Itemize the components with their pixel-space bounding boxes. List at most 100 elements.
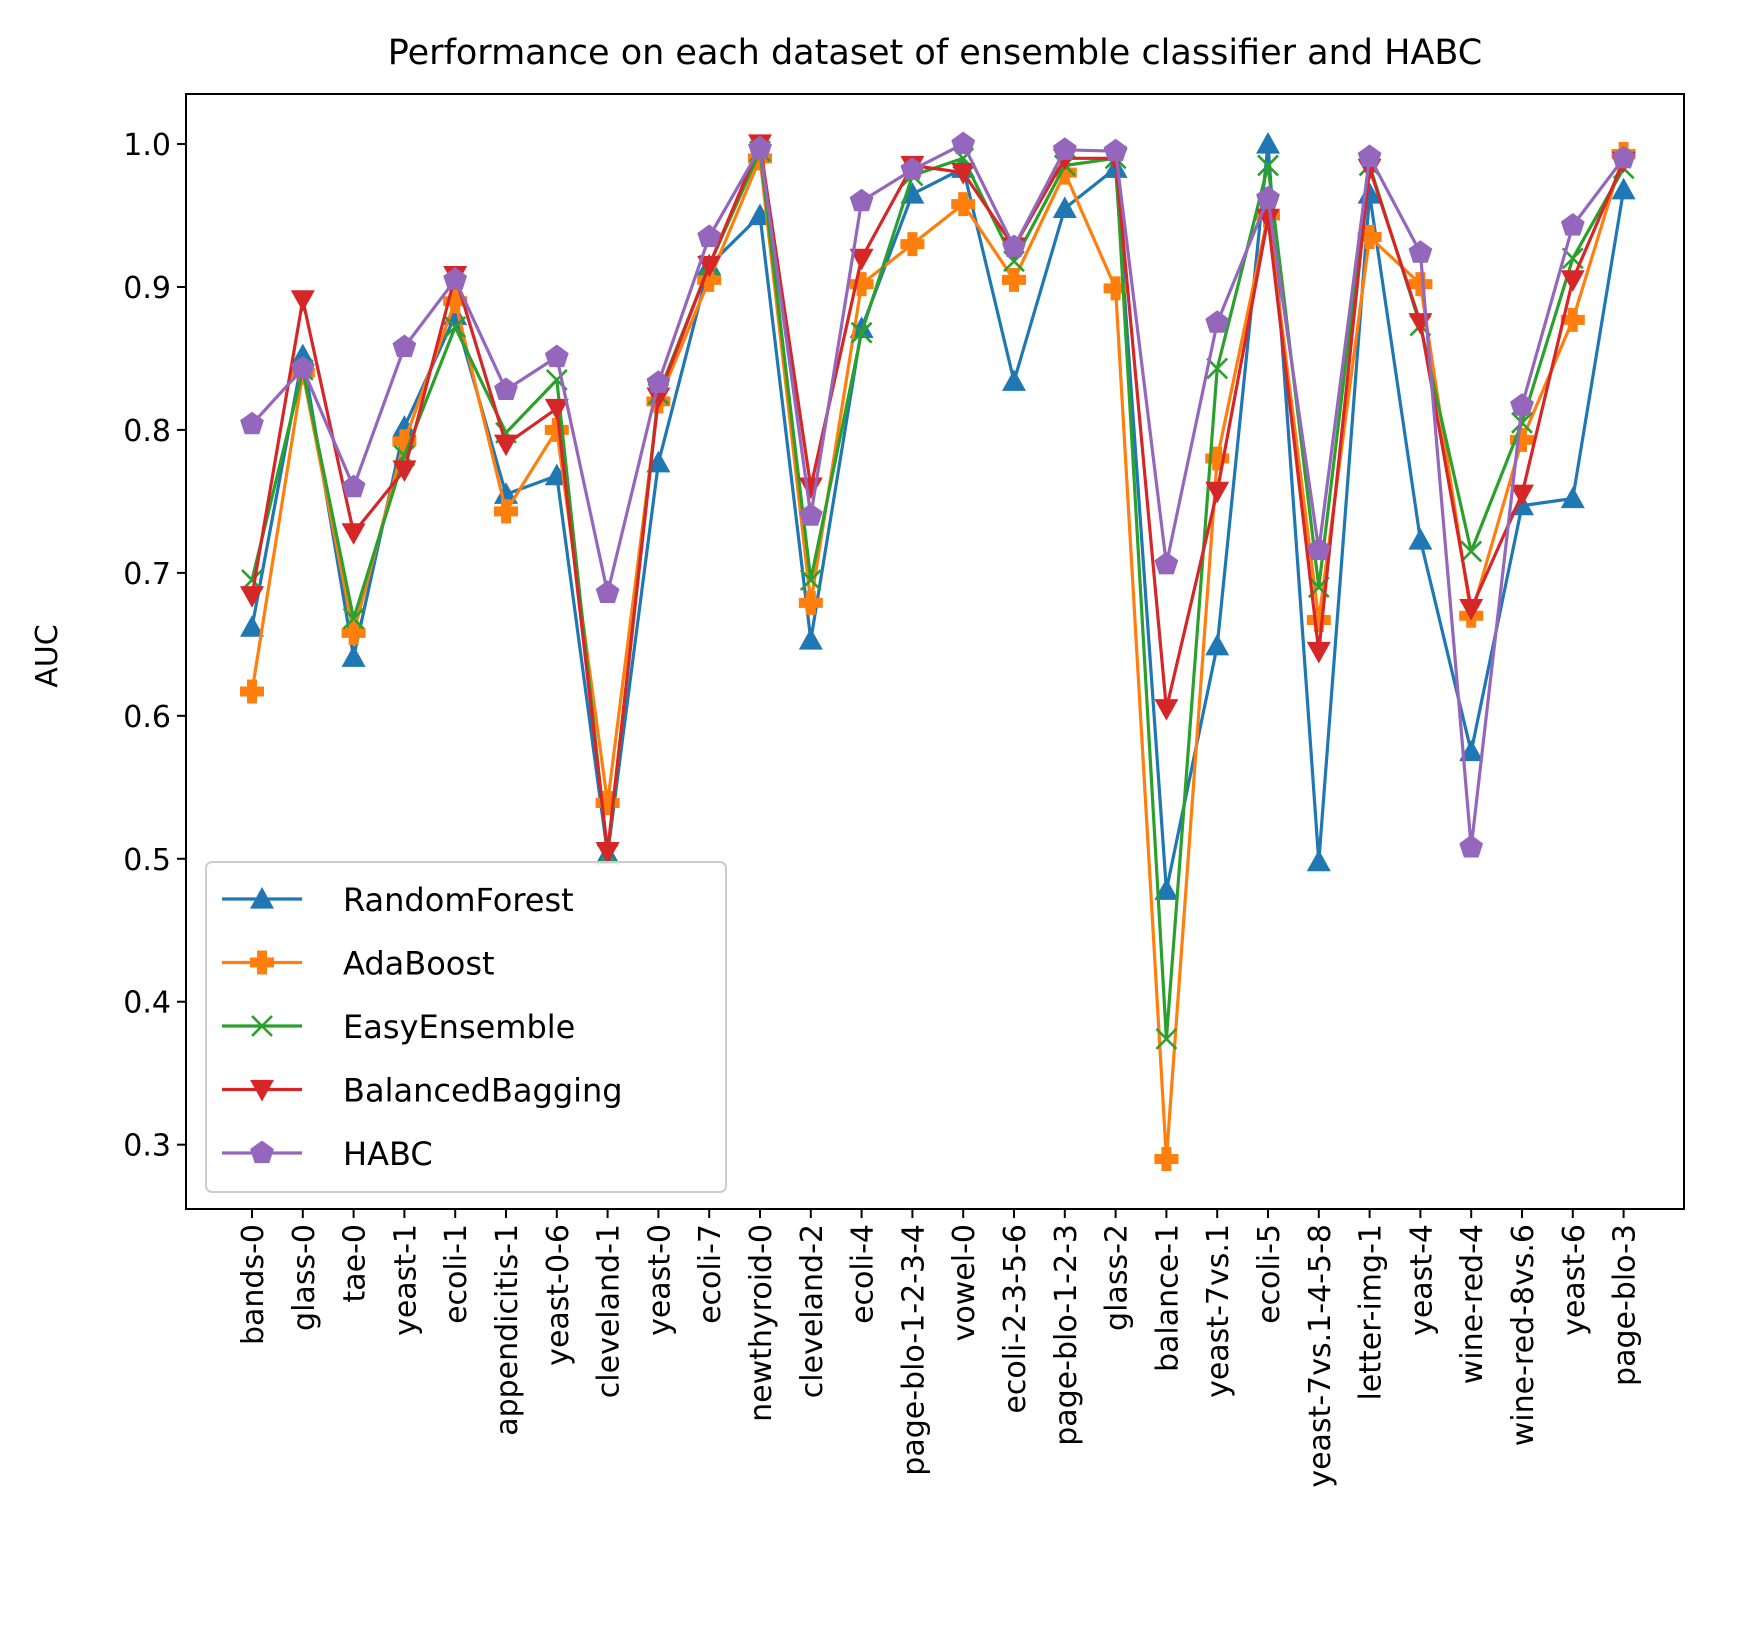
- x-tick-label: ecoli-1: [439, 1224, 474, 1324]
- series-line-balancedbagging: [250, 142, 1626, 854]
- data-point: [849, 316, 874, 339]
- data-point: [697, 267, 722, 292]
- data-point: [1408, 240, 1433, 263]
- data-point: [290, 343, 315, 366]
- legend-box: [205, 861, 727, 1193]
- axes-frame: [185, 93, 1685, 1210]
- legend-label: EasyEnsemble: [343, 1008, 575, 1046]
- x-tick-label: wine-red-8vs.6: [1506, 1224, 1541, 1446]
- data-point: [1154, 551, 1179, 575]
- data-point: [1357, 144, 1382, 167]
- y-tick-label: 0.6: [123, 700, 171, 735]
- x-tick-label: glass-0: [287, 1224, 322, 1331]
- legend-label: HABC: [343, 1135, 433, 1173]
- x-tick-label: tae-0: [338, 1224, 373, 1303]
- data-point: [342, 607, 365, 630]
- data-point: [544, 398, 569, 421]
- data-point: [1205, 446, 1230, 471]
- data-point: [240, 615, 264, 637]
- legend-label: BalancedBagging: [343, 1072, 623, 1110]
- x-tick-label: letter-img-1: [1354, 1224, 1389, 1401]
- data-point: [1002, 234, 1026, 258]
- x-tick-label: page-blo-1-2-3: [1049, 1224, 1084, 1446]
- data-point: [1306, 537, 1331, 561]
- data-point: [1357, 224, 1382, 249]
- x-tick-label: vowel-0: [947, 1224, 982, 1341]
- data-point: [849, 248, 874, 271]
- data-point: [1002, 369, 1026, 391]
- data-point: [1510, 393, 1534, 416]
- y-tick-label: 0.3: [123, 1129, 171, 1164]
- x-tick-label: yeast-0: [642, 1224, 677, 1336]
- data-point: [595, 580, 620, 603]
- data-point: [341, 620, 366, 645]
- y-tick-label: 0.9: [123, 271, 171, 306]
- legend-marker: [250, 1140, 274, 1164]
- x-tick-label: yeast-7vs.1-4-5-8: [1303, 1224, 1338, 1488]
- data-point: [240, 679, 264, 704]
- data-point: [748, 135, 772, 159]
- data-point: [392, 415, 417, 437]
- data-point: [341, 645, 366, 667]
- data-point: [1154, 699, 1179, 721]
- data-point: [1205, 633, 1230, 656]
- legend: RandomForest AdaBoost EasyEnsemble Balanced…: [205, 861, 727, 1193]
- data-point: [1510, 427, 1534, 452]
- data-point: [1103, 276, 1128, 301]
- data-point: [1002, 267, 1026, 292]
- plot-area: [240, 131, 1636, 1171]
- x-tick-label: cleveland-1: [592, 1224, 627, 1398]
- data-point: [849, 188, 874, 212]
- data-point: [240, 411, 264, 435]
- data-point: [392, 429, 417, 454]
- data-point: [1205, 481, 1230, 504]
- data-point: [1306, 849, 1331, 872]
- data-point: [1306, 641, 1331, 664]
- legend-item: AdaBoost: [222, 945, 495, 983]
- x-tick-label: page-blo-3: [1608, 1224, 1643, 1386]
- data-point: [1257, 154, 1279, 177]
- x-tick-label: ecoli-2-3-5-6: [998, 1224, 1033, 1414]
- data-point: [240, 586, 264, 608]
- x-tick-label: ecoli-4: [846, 1224, 881, 1324]
- data-point: [1052, 137, 1077, 160]
- y-tick-label: 1.0: [123, 128, 171, 163]
- legend-item: EasyEnsemble: [222, 1008, 575, 1046]
- data-point: [341, 474, 366, 498]
- data-point: [697, 255, 722, 278]
- x-tick-label: glass-2: [1100, 1224, 1135, 1331]
- data-point: [1560, 270, 1585, 292]
- x-tick-label: ecoli-7: [693, 1224, 728, 1324]
- data-point: [1460, 540, 1483, 563]
- data-point: [798, 628, 823, 650]
- data-point: [1154, 1146, 1179, 1171]
- data-point: [494, 482, 518, 504]
- data-point: [1256, 132, 1280, 154]
- data-point: [595, 791, 620, 816]
- data-point: [1256, 185, 1280, 209]
- data-point: [1205, 310, 1230, 333]
- data-point: [951, 163, 976, 185]
- y-axis: 0.3 0.4 0.5 0.6 0.7 0.8 0.9 1.0: [123, 128, 186, 1164]
- x-tick-label: yeast-6: [1557, 1224, 1592, 1336]
- data-point: [1459, 599, 1484, 621]
- y-tick-label: 0.4: [123, 986, 171, 1021]
- data-point: [951, 131, 976, 155]
- x-tick-label: yeast-1: [388, 1224, 423, 1336]
- data-point: [290, 290, 315, 312]
- series-habc: [240, 131, 1636, 858]
- data-point: [494, 499, 518, 524]
- data-point: [290, 356, 315, 379]
- legend-item: BalancedBagging: [222, 1072, 623, 1110]
- series-line-adaboost: [250, 153, 1626, 1161]
- data-point: [1560, 486, 1585, 509]
- data-point: [1103, 138, 1128, 162]
- legend-marker: [250, 950, 274, 975]
- chart-title: Performance on each dataset of ensemble …: [388, 33, 1482, 73]
- legend-marker: [250, 1079, 274, 1102]
- data-point: [798, 590, 823, 615]
- y-axis-label: AUC: [30, 624, 65, 687]
- data-point: [392, 460, 417, 482]
- x-tick-label: yeast-0-6: [541, 1224, 576, 1366]
